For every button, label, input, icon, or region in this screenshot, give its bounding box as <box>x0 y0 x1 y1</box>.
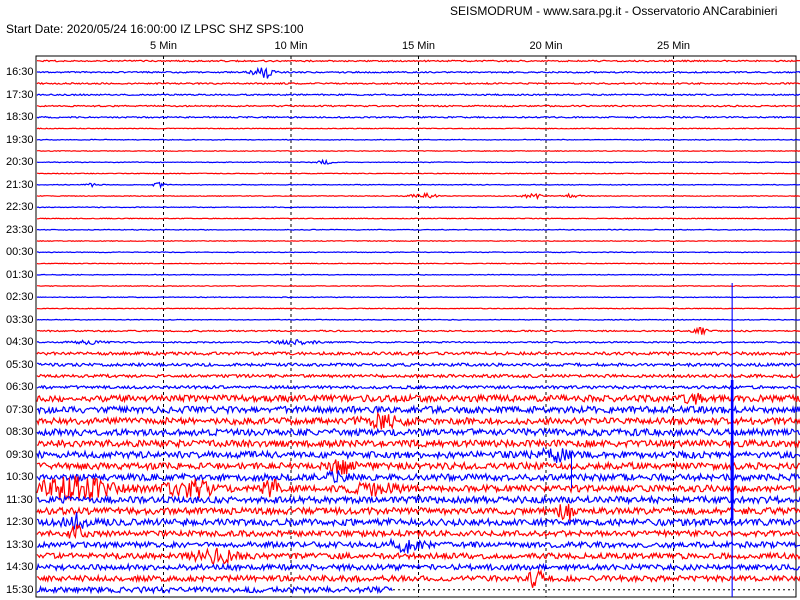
time-tick-label: 10:30 <box>6 471 34 484</box>
minute-tick-label: 20 Min <box>529 40 563 52</box>
time-tick-label: 04:30 <box>6 336 34 349</box>
time-tick-label: 00:30 <box>6 246 34 259</box>
seismic-trace <box>36 273 800 276</box>
seismic-trace <box>36 494 800 506</box>
seismic-trace <box>36 285 800 287</box>
seismic-trace <box>36 537 800 554</box>
seismic-trace <box>36 66 800 79</box>
time-tick-label: 19:30 <box>6 133 34 146</box>
seismic-trace <box>36 115 800 119</box>
time-tick-label: 16:30 <box>6 66 34 79</box>
seismic-trace <box>36 426 800 438</box>
seismic-trace <box>36 475 800 502</box>
time-tick-label: 22:30 <box>6 201 34 214</box>
seismic-trace <box>36 228 800 231</box>
seismic-trace <box>36 93 800 97</box>
time-tick-label: 13:30 <box>6 538 34 551</box>
seismic-trace <box>36 547 800 566</box>
time-tick-label: 21:30 <box>6 178 34 191</box>
minute-tick-label: 5 Min <box>150 40 177 52</box>
seismic-trace <box>36 262 800 265</box>
seismic-trace <box>36 138 800 141</box>
seismic-trace <box>36 296 800 299</box>
minute-tick-label: 25 Min <box>656 40 691 52</box>
seismic-trace <box>36 350 800 357</box>
seismic-trace <box>36 373 800 379</box>
seismic-trace <box>36 384 800 390</box>
seismic-trace <box>36 127 800 130</box>
seismic-trace <box>36 503 800 521</box>
seismic-trace <box>36 568 800 588</box>
seismic-trace <box>36 150 800 152</box>
time-tick-label: 02:30 <box>6 291 34 304</box>
seismic-trace <box>36 104 800 108</box>
seismic-trace <box>36 240 800 242</box>
seismic-trace <box>36 584 393 595</box>
time-tick-label: 18:30 <box>6 111 34 124</box>
seismic-trace <box>36 459 800 475</box>
seismic-trace <box>36 523 800 540</box>
seismic-trace <box>36 206 800 209</box>
time-tick-label: 01:30 <box>6 268 34 281</box>
seismic-trace <box>36 326 800 336</box>
drum-title: SEISMODRUM - www.sara.pg.it - Osservator… <box>450 4 778 18</box>
seismic-trace <box>36 251 800 254</box>
seismic-trace <box>36 338 800 346</box>
start-date-info: Start Date: 2020/05/24 16:00:00 IZ LPSC … <box>6 22 304 36</box>
seismic-trace <box>36 446 800 464</box>
seismic-trace <box>36 392 800 405</box>
seismic-trace <box>36 158 800 165</box>
seismic-traces <box>36 59 800 597</box>
time-tick-label: 06:30 <box>6 381 34 394</box>
seismic-trace <box>36 172 800 175</box>
time-tick-label: 12:30 <box>6 516 34 529</box>
seismic-trace <box>36 469 800 484</box>
time-tick-label: 08:30 <box>6 426 34 439</box>
seismic-trace <box>36 411 800 430</box>
time-tick-label: 23:30 <box>6 223 34 236</box>
seismic-trace <box>37 217 800 220</box>
seismic-trace <box>36 438 800 450</box>
seismic-trace <box>36 404 800 416</box>
seismic-trace <box>36 81 800 86</box>
time-tick-label: 09:30 <box>6 448 34 461</box>
seismic-trace <box>36 512 800 530</box>
seismic-trace <box>36 59 800 63</box>
time-tick-label: 05:30 <box>6 358 34 371</box>
seismic-trace <box>36 562 800 573</box>
time-tick-label: 17:30 <box>6 88 34 101</box>
minute-tick-label: 10 Min <box>274 40 308 52</box>
seismic-trace <box>36 307 800 310</box>
time-tick-label: 11:30 <box>6 493 33 506</box>
seismic-trace <box>36 318 800 321</box>
time-tick-label: 14:30 <box>6 561 34 574</box>
seismic-trace <box>37 361 800 368</box>
minute-tick-label: 15 Min <box>401 40 436 52</box>
seismic-trace <box>36 181 800 190</box>
time-tick-label: 20:30 <box>6 156 34 169</box>
minute-gridlines <box>163 56 674 597</box>
time-tick-label: 03:30 <box>6 313 34 326</box>
plot-frame <box>35 55 797 598</box>
time-tick-label: 07:30 <box>6 403 34 416</box>
seismic-trace <box>36 191 800 201</box>
time-tick-label: 15:30 <box>6 583 34 596</box>
